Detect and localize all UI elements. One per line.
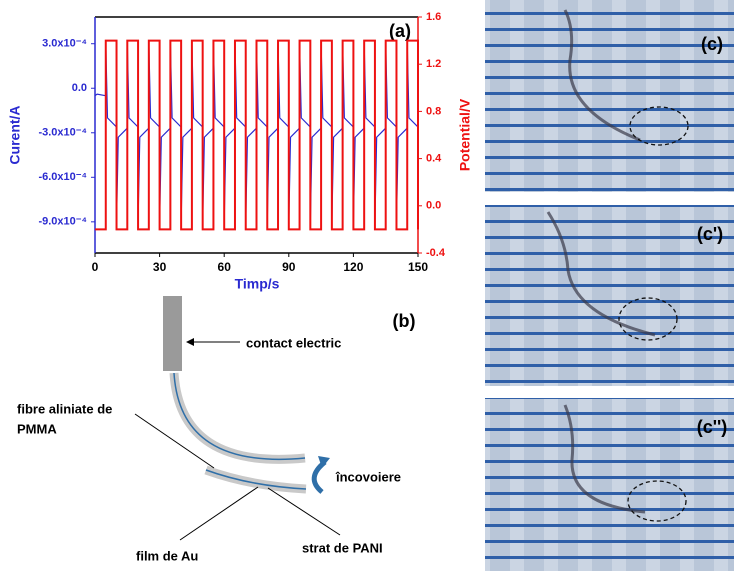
x-tick-label: 120 <box>343 260 363 274</box>
x-tick-label: 90 <box>282 260 296 274</box>
diagram: (b) contact electric fibre aliniate de P… <box>17 296 415 563</box>
fiber <box>169 372 306 464</box>
y2-tick-label: 0.4 <box>426 153 442 165</box>
x-axis-label: Timp/s <box>235 276 280 292</box>
label: strat de PANI <box>302 540 383 555</box>
y-tick-label: -6.0x10⁻⁴ <box>38 171 87 183</box>
label: fibre aliniate de <box>17 401 112 416</box>
photo-background <box>485 205 734 386</box>
photo-background <box>485 398 734 571</box>
y-tick-label: 0.0 <box>72 82 87 94</box>
panel-label: (a) <box>389 21 411 41</box>
photo: (c) <box>485 0 734 192</box>
fiber <box>563 404 646 514</box>
label: film de Au <box>136 548 198 563</box>
y2-tick-label: 0.0 <box>426 200 441 212</box>
fiber-coating <box>205 469 307 490</box>
panel-label: (c'') <box>697 417 728 437</box>
bend-arrow <box>311 460 327 494</box>
label: PMMA <box>17 421 57 436</box>
leader-line <box>134 413 215 469</box>
y2-tick-label: 0.8 <box>426 105 441 117</box>
highlight <box>627 480 687 522</box>
x-tick-label: 0 <box>92 260 99 274</box>
x-tick-label: 30 <box>153 260 167 274</box>
y2-axis-label: Potential/V <box>457 98 473 171</box>
panel-label: (c) <box>701 34 723 54</box>
y-tick-label: 3.0x10⁻⁴ <box>42 38 87 50</box>
y2-tick-label: -0.4 <box>426 247 446 259</box>
y2-tick-label: 1.6 <box>426 11 441 23</box>
x-tick-label: 150 <box>408 260 428 274</box>
fiber-coating <box>173 372 306 461</box>
photo: (c'') <box>485 398 734 571</box>
photo: (c') <box>485 205 734 386</box>
panel-label: (b) <box>393 311 416 331</box>
y-tick-label: -3.0x10⁻⁴ <box>38 127 87 139</box>
fiber <box>563 9 641 142</box>
leader-line <box>267 487 341 536</box>
y-tick-label: -9.0x10⁻⁴ <box>38 216 87 228</box>
label: contact electric <box>246 335 341 350</box>
x-tick-label: 60 <box>218 260 232 274</box>
highlight <box>618 297 678 341</box>
arrowhead <box>318 456 330 468</box>
photo-background <box>485 0 734 192</box>
fiber <box>546 211 656 337</box>
contact-block <box>163 296 182 371</box>
label: încovoiere <box>335 469 401 484</box>
y2-tick-label: 1.2 <box>426 58 441 70</box>
leader-line <box>179 486 259 541</box>
arrowhead <box>186 338 194 346</box>
panel-label: (c') <box>697 224 723 244</box>
y-axis-label: Curent/A <box>7 105 23 164</box>
fiber <box>204 465 307 494</box>
highlight <box>629 106 689 146</box>
series-line <box>95 39 419 231</box>
